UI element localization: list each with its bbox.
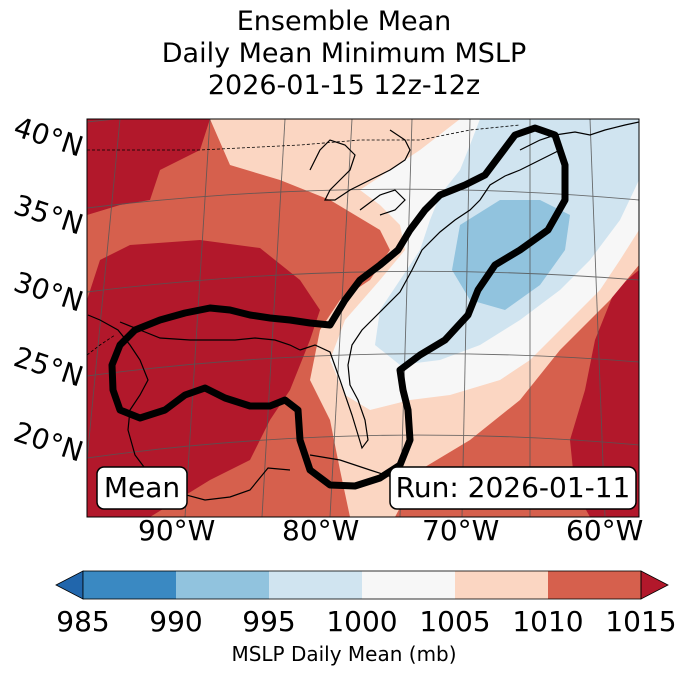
colorbar [55, 570, 669, 600]
chart-title-line2: Daily Mean Minimum MSLP [161, 38, 527, 69]
field-1015-gulf [87, 240, 320, 517]
colorbar-bin-985-990 [83, 571, 176, 599]
chart-title-line3: 2026-01-15 12z-12z [207, 70, 481, 101]
parallel-30n [87, 270, 639, 293]
borders [87, 124, 521, 356]
coast-maritimes [519, 121, 639, 151]
colorbar-tick-1000: 1000 [326, 605, 398, 638]
border-us-mexico [87, 334, 116, 356]
meridian-95w [87, 119, 121, 461]
colorbar-tick-995: 995 [242, 605, 296, 638]
parallel-25n [87, 353, 639, 377]
lat-label-35n: 35°N [10, 188, 87, 241]
map-frame [86, 118, 640, 518]
lat-label-20n: 20°N [10, 415, 87, 468]
chart-title-line1: Ensemble Mean [236, 6, 452, 37]
colorbar-tick-985: 985 [56, 605, 110, 638]
parallel-20n [87, 434, 639, 459]
lat-label-30n: 30°N [10, 265, 87, 318]
colorbar-label: MSLP Daily Mean (mb) [231, 642, 457, 666]
lat-label-40n: 40°N [10, 110, 87, 163]
field-1015-southeast [570, 270, 639, 517]
colorbar-tick-990: 990 [149, 605, 203, 638]
colorbar-bin-995-1000 [269, 571, 362, 599]
colorbar-bin-1005-1010 [455, 571, 548, 599]
colorbar-tick-1005: 1005 [419, 605, 491, 638]
colorbar-bin-1000-1005 [362, 571, 455, 599]
border-us-canada [87, 124, 521, 151]
colorbar-high-extension [640, 570, 669, 600]
pressure-field [87, 119, 639, 517]
colorbar-bin-990-995 [176, 571, 269, 599]
meridian-90w [184, 119, 211, 517]
lat-label-25n: 25°N [10, 340, 87, 393]
low-pressure-contour [108, 124, 569, 490]
coast-great-lakes [309, 129, 411, 216]
lon-label-60w: 60°W [566, 514, 643, 547]
lon-label-90w: 90°W [138, 514, 215, 547]
colorbar-frame [82, 570, 642, 600]
mean-box [96, 466, 188, 510]
meridian-60w [589, 119, 606, 517]
meridian-80w [329, 119, 353, 517]
colorbar-tick-1010: 1010 [512, 605, 584, 638]
run-box [389, 466, 637, 510]
colorbar-bin-1010-1015 [548, 571, 641, 599]
colorbar-tick-1015: 1015 [605, 605, 677, 638]
mean-label: Mean [104, 471, 180, 504]
coast-florida-west [119, 321, 301, 351]
lon-label-70w: 70°W [422, 514, 499, 547]
colorbar-low-extension [55, 570, 84, 600]
lon-label-80w: 80°W [282, 514, 359, 547]
run-label: Run: 2026-01-11 [396, 471, 631, 504]
